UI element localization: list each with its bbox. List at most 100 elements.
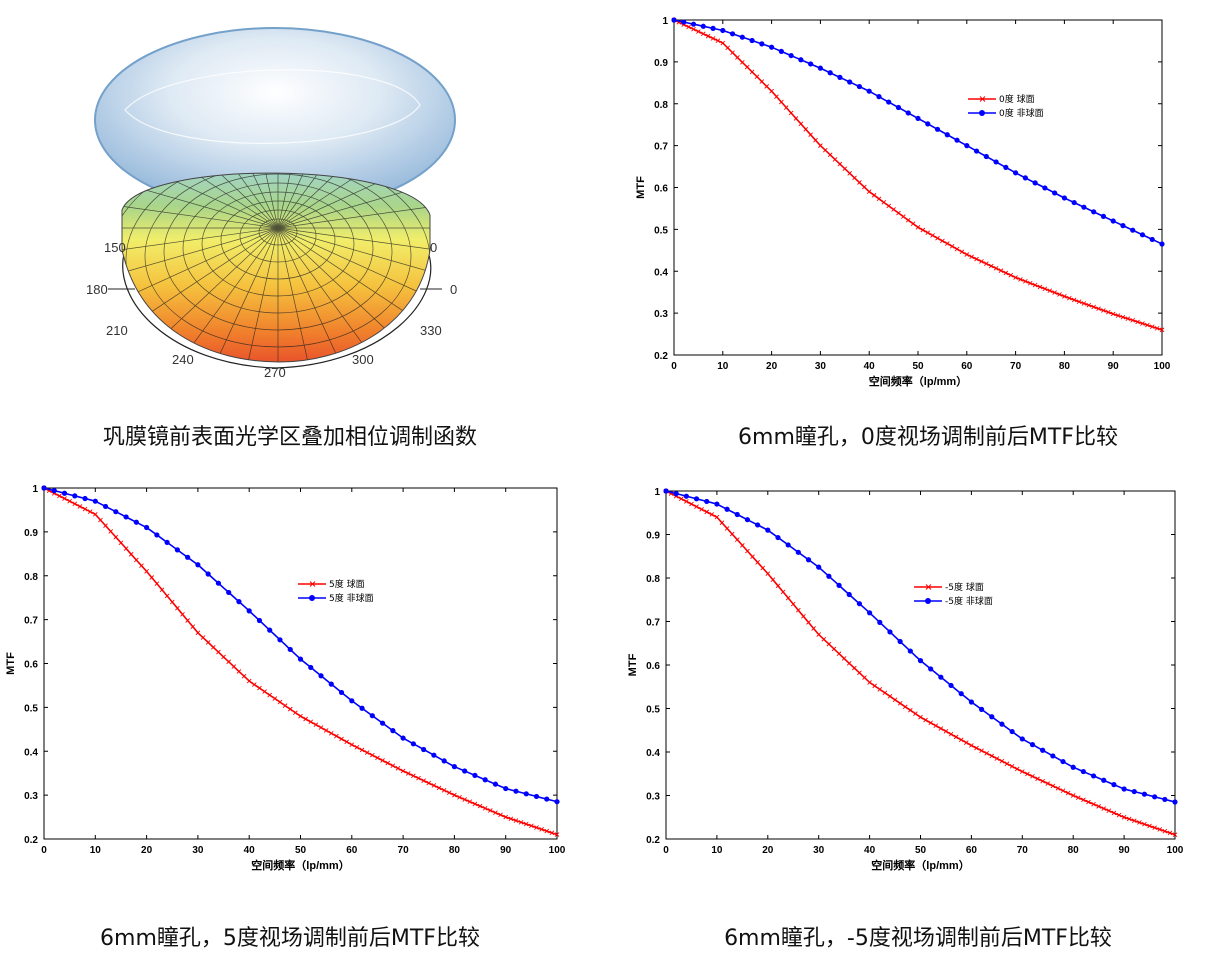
- series-1-marker: [948, 682, 954, 689]
- series-0-marker: [974, 745, 979, 751]
- series-0-marker: [877, 687, 883, 692]
- series-0-marker: [1116, 812, 1122, 818]
- series-0-marker: [1101, 308, 1106, 313]
- series-0-marker: [190, 624, 196, 629]
- series-0-marker: [891, 207, 896, 212]
- series-0-marker: [1075, 795, 1081, 800]
- x-tick-label: 0: [671, 361, 677, 372]
- x-tick-label: 50: [915, 845, 927, 856]
- series-1-marker: [847, 79, 853, 85]
- series-1-marker: [739, 34, 745, 40]
- series-0-marker: [769, 88, 774, 94]
- series-1-marker: [944, 132, 950, 138]
- series-0-marker: [313, 722, 319, 728]
- series-0-marker: [1115, 313, 1121, 318]
- series-0-marker: [1018, 277, 1023, 282]
- series-0-marker: [1023, 278, 1028, 284]
- series-1-marker: [1050, 753, 1056, 759]
- series-0-marker: [421, 778, 426, 783]
- lens-caption: 巩膜镜前表面光学区叠加相位调制函数: [103, 425, 477, 450]
- y-tick-label: 0.9: [24, 528, 38, 539]
- series-1-marker: [431, 752, 437, 758]
- series-0-marker: [529, 823, 534, 829]
- series-0-marker: [1142, 821, 1147, 827]
- legend-entry: 5度 非球面: [329, 592, 374, 604]
- series-1-marker: [993, 159, 999, 165]
- series-0-marker: [452, 792, 457, 798]
- series-0-marker: [1140, 321, 1145, 326]
- x-axis-label: 空间频率（lp/mm）: [869, 374, 967, 388]
- series-0-marker: [231, 664, 237, 669]
- series-1-marker: [769, 44, 775, 50]
- series-0-marker: [959, 249, 965, 255]
- series-0-marker: [1096, 804, 1101, 809]
- series-0-marker: [1076, 299, 1082, 304]
- series-0-marker: [1110, 311, 1116, 317]
- series-0-marker: [246, 678, 252, 684]
- series-1-marker: [795, 549, 801, 555]
- series-1-marker: [836, 582, 842, 588]
- series-1-marker: [934, 126, 941, 132]
- series-0-marker: [940, 238, 945, 244]
- series-0-marker: [267, 692, 273, 698]
- series-1-marker: [410, 741, 416, 747]
- series-0-marker: [1101, 806, 1107, 811]
- series-0-marker: [1065, 790, 1071, 796]
- series-0-marker: [400, 768, 406, 774]
- series-0-marker: [944, 241, 950, 246]
- series-0-marker: [1030, 774, 1035, 779]
- series-0-marker: [725, 45, 730, 51]
- series-1-marker: [1091, 209, 1097, 215]
- series-0-marker: [282, 703, 288, 708]
- series-1-marker: [837, 74, 843, 80]
- series-0-marker: [832, 157, 838, 162]
- series-0-marker: [740, 543, 745, 548]
- series-0-marker: [852, 175, 857, 181]
- series-0-marker: [801, 613, 806, 619]
- series-0-marker: [715, 38, 721, 44]
- series-0-marker: [765, 571, 771, 576]
- series-1-marker: [1060, 758, 1066, 765]
- series-0-marker: [847, 170, 852, 176]
- series-0-marker: [993, 266, 999, 271]
- series-0-marker: [790, 601, 796, 607]
- series-0-marker: [886, 203, 892, 209]
- series-0-marker: [1003, 270, 1009, 276]
- series-0-marker: [334, 733, 339, 739]
- x-tick-label: 50: [912, 361, 924, 372]
- series-0-marker: [1008, 272, 1014, 278]
- series-0-marker: [252, 682, 257, 687]
- series-0-marker: [149, 575, 155, 580]
- series-0-marker: [1111, 810, 1117, 816]
- series-0-marker: [1071, 297, 1077, 303]
- series-0-marker: [1042, 286, 1048, 292]
- series-1-marker: [954, 137, 960, 143]
- series-0-marker: [913, 711, 918, 717]
- series-0-marker: [323, 728, 329, 733]
- plot-area: [665, 490, 1176, 840]
- series-0-marker: [72, 501, 78, 507]
- series-1-marker: [82, 495, 88, 502]
- series-0-marker: [714, 514, 720, 520]
- series-0-marker: [164, 593, 170, 599]
- series-1-marker: [673, 491, 679, 497]
- x-tick-label: 90: [500, 845, 512, 856]
- series-1-marker: [1121, 786, 1127, 792]
- series-0-marker: [744, 64, 750, 70]
- mtf-chart-0deg: 0 10 20 30 40 50 60 70 80 90 100 0.2 0.3 0.4 0.5 0.6 0.7…: [635, 16, 1171, 388]
- series-1-marker: [886, 99, 892, 105]
- series-0-marker: [370, 752, 375, 758]
- series-1-marker: [1071, 199, 1077, 206]
- x-tick-label: 80: [449, 845, 461, 856]
- series-0-marker: [1086, 302, 1092, 308]
- series-0-marker: [691, 26, 696, 32]
- series-0-marker: [487, 808, 493, 813]
- y-tick-label: 0.7: [24, 616, 38, 627]
- angle-label-240: 240: [172, 352, 194, 367]
- series-0-marker: [764, 84, 770, 89]
- series-1-marker: [544, 796, 550, 802]
- y-tick-label: 0.6: [24, 660, 38, 671]
- series-1-marker: [318, 673, 324, 679]
- series-0-marker: [1081, 797, 1086, 803]
- series-1-marker: [1013, 170, 1019, 176]
